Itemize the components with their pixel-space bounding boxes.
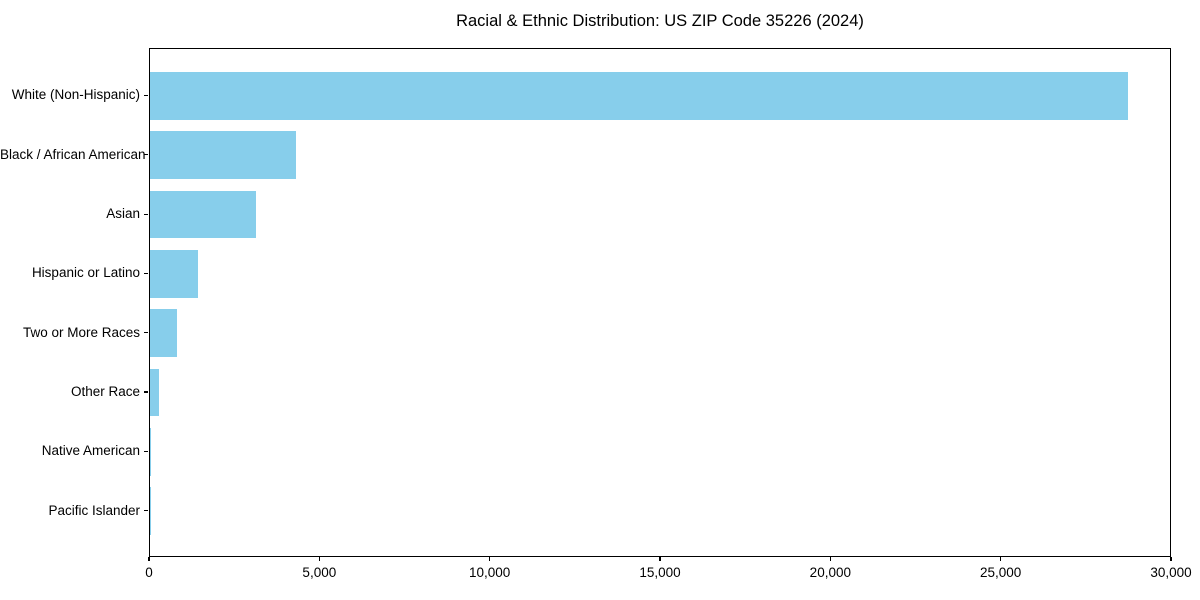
y-axis-label-other-race: Other Race xyxy=(70,383,140,399)
x-tick-label: 15,000 xyxy=(639,565,681,580)
x-tick-mark xyxy=(1170,557,1172,561)
x-tick-mark xyxy=(659,557,661,561)
x-tick-label: 20,000 xyxy=(809,565,851,580)
x-tick-mark xyxy=(829,557,831,561)
bar-two-or-more-races xyxy=(150,309,178,357)
y-axis-label-black-african-american: Black / African American xyxy=(0,146,146,162)
bar-hispanic-or-latino xyxy=(150,250,198,298)
bar-black-african-american xyxy=(150,131,297,179)
y-axis-label-white-non-hispanic: White (Non-Hispanic) xyxy=(11,87,140,103)
chart-title: Racial & Ethnic Distribution: US ZIP Cod… xyxy=(456,12,864,30)
bar-asian xyxy=(150,190,256,239)
x-tick-mark xyxy=(318,557,320,561)
x-tick-mark xyxy=(489,557,491,561)
y-tick-mark xyxy=(144,510,148,512)
y-axis-label-hispanic-or-latino: Hispanic or Latino xyxy=(31,265,140,281)
bar-native-american xyxy=(150,428,151,476)
y-axis-label-two-or-more-races: Two or More Races xyxy=(22,324,140,340)
y-axis-label-asian: Asian xyxy=(106,206,140,221)
bar-other-race xyxy=(150,368,159,417)
y-tick-mark xyxy=(144,272,148,275)
y-tick-mark xyxy=(144,450,148,452)
y-tick-mark xyxy=(144,94,148,97)
x-tick-mark xyxy=(148,557,150,561)
x-tick-label: 0 xyxy=(145,565,153,580)
y-axis-label-native-american: Native American xyxy=(41,443,140,459)
plot-area xyxy=(149,48,1171,557)
x-tick-label: 10,000 xyxy=(469,565,511,580)
y-tick-mark xyxy=(144,332,148,334)
y-tick-mark xyxy=(144,213,148,215)
y-tick-mark xyxy=(144,391,148,393)
x-tick-mark xyxy=(1000,557,1002,561)
x-tick-label: 30,000 xyxy=(1150,565,1192,580)
y-axis-label-pacific-islander: Pacific Islander xyxy=(48,502,140,518)
x-tick-label: 25,000 xyxy=(980,565,1022,580)
bar-white-non-hispanic xyxy=(150,72,1128,120)
y-tick-mark xyxy=(144,154,148,156)
x-tick-label: 5,000 xyxy=(302,565,337,580)
